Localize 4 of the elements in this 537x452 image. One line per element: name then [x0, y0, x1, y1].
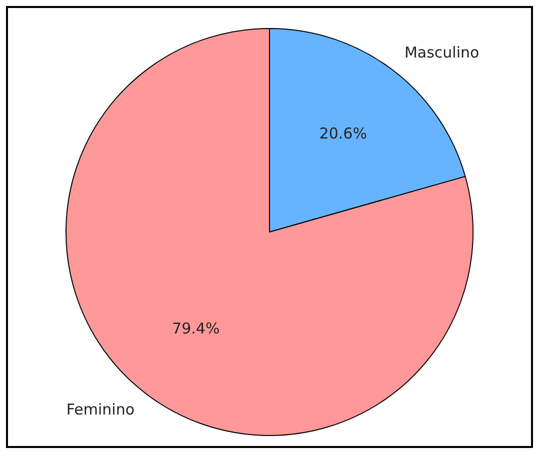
slice-label: Masculino [404, 43, 480, 62]
data-label: 79.4% [172, 319, 220, 338]
data-label: 20.6% [319, 124, 367, 142]
slice-label: Feminino [66, 400, 135, 418]
